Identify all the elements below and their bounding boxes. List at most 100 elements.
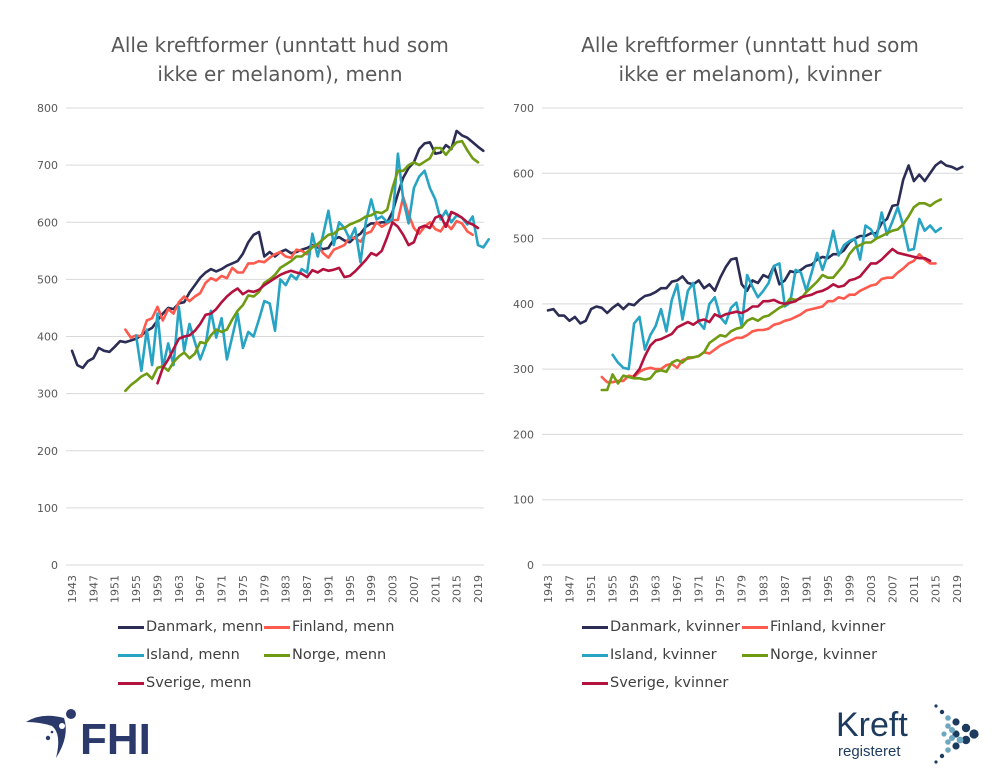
x-tick-label: 2011 [908, 575, 921, 603]
legend-item: Norge, kvinner [742, 647, 877, 663]
series-line-sverige [632, 247, 932, 378]
y-tick-label: 300 [513, 363, 534, 376]
legend-item: Island, menn [118, 647, 240, 663]
legend-label: Danmark, menn [146, 619, 264, 635]
kreftregisteret-logo: Kreft registeret [836, 694, 986, 774]
chart-title-menn: Alle kreftformer (unntatt hud som ikke e… [40, 31, 520, 89]
logo-dot [961, 723, 971, 733]
x-tick-label: 1963 [173, 575, 186, 603]
x-tick-label: 2003 [865, 575, 878, 603]
series-line-norge [600, 198, 943, 392]
x-tick-label: 1955 [607, 575, 620, 603]
x-tick-label: 1967 [194, 575, 207, 603]
x-tick-label: 2007 [886, 575, 899, 603]
chart-title-line-2: ikke er melanom), menn [157, 62, 403, 86]
legend-swatch [742, 653, 768, 657]
legend-item: Norge, menn [264, 647, 386, 663]
series-line-norge [124, 139, 480, 393]
logo-dot [952, 718, 960, 726]
chart-title-kvinner: Alle kreftformer (unntatt hud som ikke e… [510, 31, 990, 89]
legend-label: Sverige, menn [146, 675, 252, 691]
x-tick-label: 2011 [429, 575, 442, 603]
logo-dot [949, 727, 955, 733]
x-tick-label: 1943 [66, 575, 79, 603]
logo-dot [961, 735, 971, 745]
legend-swatch [118, 625, 144, 629]
x-tick-label: 1983 [280, 575, 293, 603]
x-tick-label: 1959 [151, 575, 164, 603]
x-tick-label: 2007 [408, 575, 421, 603]
y-tick-label: 600 [513, 167, 534, 180]
x-tick-label: 1951 [109, 575, 122, 603]
x-tick-label: 1951 [585, 575, 598, 603]
y-tick-label: 0 [51, 559, 58, 572]
y-tick-label: 200 [513, 428, 534, 441]
x-tick-label: 1947 [87, 575, 100, 603]
x-tick-label: 1971 [216, 575, 229, 603]
y-tick-label: 500 [37, 273, 58, 286]
legend-swatch [582, 653, 608, 657]
logo-dot [945, 723, 951, 729]
x-tick-label: 1943 [542, 575, 555, 603]
legend-item: Sverige, menn [118, 675, 251, 691]
series-line-sverige [156, 210, 480, 385]
logo-dot [952, 730, 960, 738]
logo-dot [941, 731, 947, 737]
legend-item: Danmark, kvinner [582, 619, 740, 635]
x-tick-label: 1963 [650, 575, 663, 603]
x-tick-label: 1975 [237, 575, 250, 603]
x-tick-label: 1979 [736, 575, 749, 603]
kreftregisteret-logo-icon: Kreft registeret [836, 704, 979, 764]
x-tick-label: 1999 [843, 575, 856, 603]
y-tick-label: 500 [513, 233, 534, 246]
series-line-danmark [70, 129, 485, 370]
series-line-island [611, 205, 943, 371]
y-tick-label: 200 [37, 445, 58, 458]
y-tick-label: 600 [37, 216, 58, 229]
x-tick-label: 1959 [628, 575, 641, 603]
x-tick-label: 1995 [822, 575, 835, 603]
legend-swatch [582, 681, 608, 685]
x-tick-label: 1967 [671, 575, 684, 603]
logo-dot [934, 704, 938, 708]
chart-kvinner: 0 100 200 300 400 500 600 700 1943 1947 1951 1955 19… [513, 102, 964, 603]
x-tick-label: 1971 [693, 575, 706, 603]
series-line-island [134, 152, 491, 373]
legend-label: Danmark, kvinner [610, 619, 741, 635]
y-tick-label: 700 [513, 102, 534, 115]
x-tick-label: 2003 [387, 575, 400, 603]
y-tick-label: 0 [527, 559, 534, 572]
legend-label: Island, menn [146, 647, 240, 663]
registeret-logo-text: registeret [838, 743, 901, 760]
series-line-finland [124, 195, 475, 339]
x-tick-label: 1995 [344, 575, 357, 603]
legend-label: Sverige, kvinner [610, 675, 729, 691]
x-tick-label: 1947 [564, 575, 577, 603]
x-tick-label: 1991 [800, 575, 813, 603]
legend-swatch [118, 681, 144, 685]
y-tick-label: 700 [37, 159, 58, 172]
legend-label: Norge, kvinner [770, 647, 878, 663]
fhi-logo: FHI [22, 706, 182, 764]
logo-dot [952, 742, 960, 750]
kreft-logo-text: Kreft [836, 706, 908, 744]
legend-label: Finland, kvinner [770, 619, 886, 635]
legend-item: Island, kvinner [582, 647, 717, 663]
x-tick-label: 1983 [757, 575, 770, 603]
legend-swatch [264, 653, 290, 657]
x-tick-label: 2019 [951, 575, 964, 603]
y-tick-label: 800 [37, 102, 58, 115]
y-tick-label: 300 [37, 388, 58, 401]
legend-swatch [582, 625, 608, 629]
x-tick-label: 2019 [472, 575, 485, 603]
legend-item: Finland, menn [264, 619, 394, 635]
logo-dot [956, 736, 964, 744]
y-tick-label: 400 [513, 298, 534, 311]
x-tick-label: 1987 [779, 575, 792, 603]
kreft-dots-icon [934, 704, 979, 764]
y-tick-label: 100 [513, 494, 534, 507]
logo-dot [945, 739, 951, 745]
fhi-logo-text: FHI [80, 715, 151, 762]
fhi-logo-icon: FHI [26, 709, 151, 764]
